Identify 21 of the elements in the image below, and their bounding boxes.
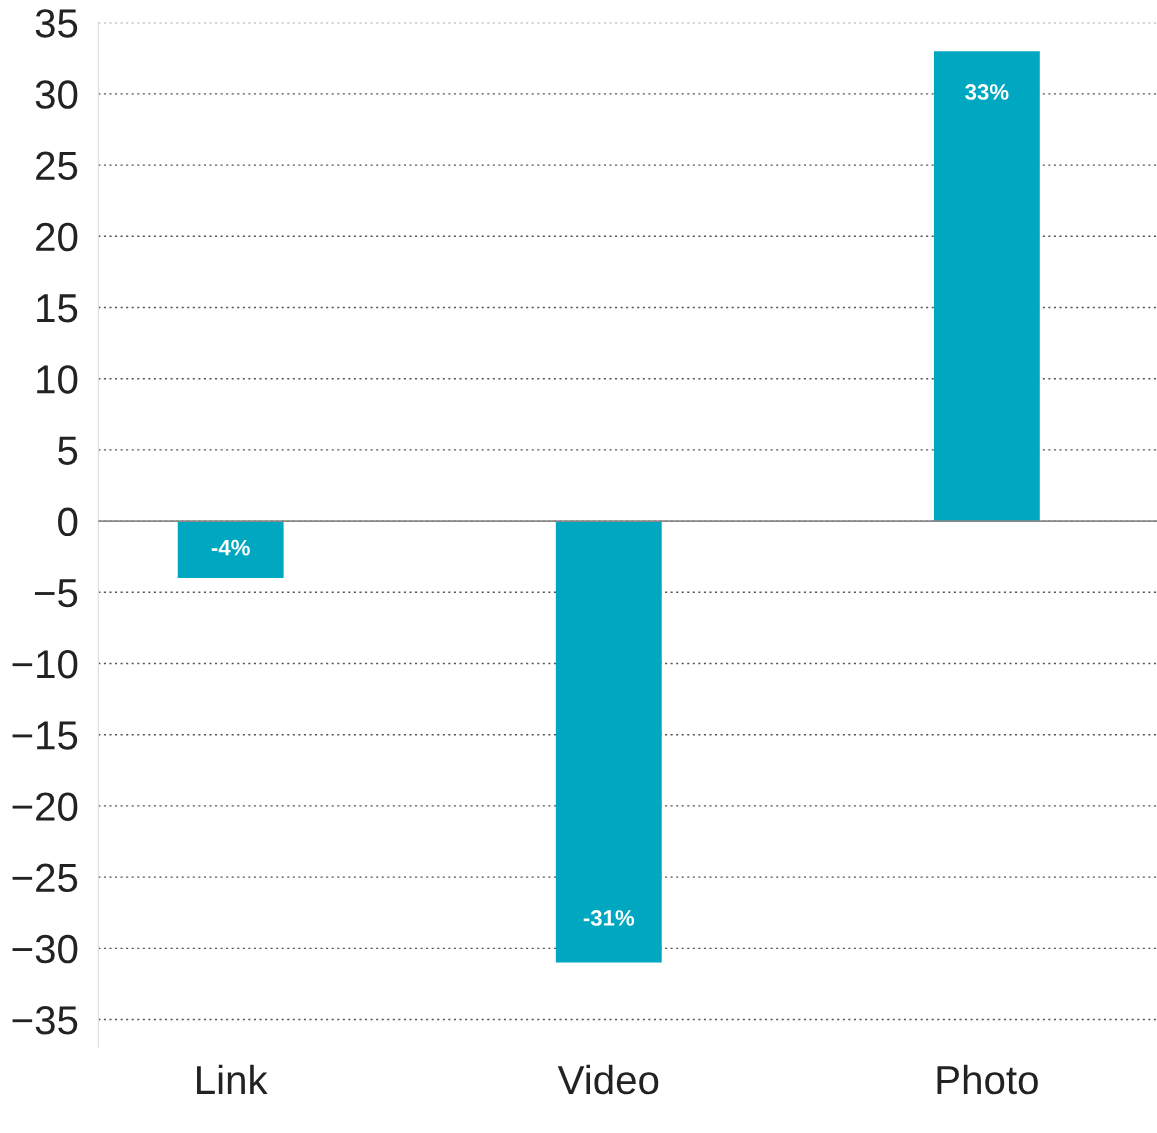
y-tick-label: 0 [58,507,78,537]
y-tick-label: 10 [37,365,78,394]
y-tick-label: −15 [12,721,78,750]
x-tick-label: Link [197,1064,268,1094]
y-tick-label: 30 [35,80,78,109]
x-tick-label: Video [557,1064,659,1095]
x-tick-label: Photo [937,1064,1038,1095]
y-tick-label: 15 [37,294,78,323]
y-tick-label: −5 [34,579,78,608]
data-label: 33% [965,84,1009,100]
y-tick-label: 25 [36,151,78,181]
y-tick-label: 20 [36,222,78,252]
y-tick-label: −35 [12,1006,78,1035]
y-tick-label: 35 [35,9,78,38]
data-label: -4% [211,539,250,556]
y-tick-label: 5 [58,436,78,465]
y-tick-label: −25 [12,863,78,893]
data-label: -31% [583,910,635,926]
y-tick-label: −30 [12,934,78,964]
y-tick-label: −10 [12,649,78,679]
y-tick-label: −20 [12,792,78,821]
